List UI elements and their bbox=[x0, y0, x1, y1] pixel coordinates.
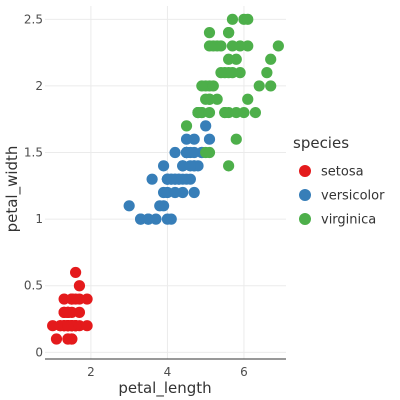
series-versicolor bbox=[123, 106, 216, 225]
data-point-versicolor bbox=[184, 173, 196, 185]
data-point-setosa bbox=[73, 280, 86, 292]
data-point-virginica bbox=[253, 80, 265, 92]
data-point-virginica bbox=[230, 106, 242, 119]
data-point-versicolor bbox=[123, 200, 135, 212]
data-point-versicolor bbox=[154, 200, 166, 212]
x-tick-label: 4 bbox=[164, 365, 172, 379]
data-points bbox=[47, 13, 284, 345]
data-point-virginica bbox=[223, 27, 235, 39]
data-point-setosa bbox=[50, 333, 63, 345]
data-point-versicolor bbox=[150, 213, 162, 225]
data-point-virginica bbox=[226, 40, 239, 52]
y-tick-label: 0.5 bbox=[24, 279, 43, 293]
data-point-setosa bbox=[66, 293, 78, 305]
data-point-virginica bbox=[203, 27, 216, 39]
series-virginica bbox=[180, 13, 284, 172]
x-tick-labels: 2 4 6 bbox=[87, 365, 248, 379]
data-point-virginica bbox=[226, 13, 239, 25]
data-point-versicolor bbox=[157, 160, 170, 172]
legend-key-versicolor bbox=[299, 189, 311, 201]
data-point-versicolor bbox=[161, 186, 174, 199]
data-point-virginica bbox=[215, 40, 227, 52]
data-point-versicolor bbox=[169, 146, 181, 159]
data-point-virginica bbox=[203, 106, 216, 119]
data-point-versicolor bbox=[173, 173, 185, 185]
data-point-versicolor bbox=[146, 173, 158, 185]
data-point-virginica bbox=[223, 67, 235, 79]
legend-key-setosa bbox=[299, 165, 311, 177]
data-point-versicolor bbox=[177, 186, 189, 199]
data-point-setosa bbox=[62, 320, 74, 332]
data-point-versicolor bbox=[192, 160, 204, 172]
data-point-virginica bbox=[207, 80, 219, 92]
data-point-virginica bbox=[230, 53, 242, 65]
y-tick-labels: 0 0.5 1 1.5 2 2.5 bbox=[24, 12, 43, 359]
data-point-virginica bbox=[215, 67, 227, 79]
data-point-setosa bbox=[47, 320, 59, 332]
data-point-virginica bbox=[234, 40, 246, 52]
data-point-virginica bbox=[265, 53, 277, 65]
data-point-virginica bbox=[230, 133, 242, 145]
data-point-virginica bbox=[192, 106, 204, 119]
y-axis-title: petal_width bbox=[3, 146, 22, 233]
data-point-versicolor bbox=[135, 213, 147, 225]
data-point-versicolor bbox=[177, 160, 189, 172]
data-point-virginica bbox=[238, 106, 250, 119]
data-point-versicolor bbox=[203, 133, 216, 145]
data-point-virginica bbox=[203, 146, 216, 159]
data-point-setosa bbox=[73, 306, 86, 318]
data-point-virginica bbox=[207, 40, 219, 52]
data-point-virginica bbox=[180, 120, 193, 132]
y-tick-label: 2 bbox=[35, 79, 43, 93]
data-point-versicolor bbox=[165, 173, 177, 185]
data-point-virginica bbox=[242, 13, 254, 25]
data-point-virginica bbox=[242, 40, 254, 52]
data-point-virginica bbox=[265, 80, 277, 92]
legend-label-virginica: virginica bbox=[321, 213, 376, 228]
y-tick-label: 1 bbox=[35, 212, 43, 226]
data-point-virginica bbox=[234, 67, 246, 79]
y-tick-label: 2.5 bbox=[24, 12, 43, 26]
data-point-virginica bbox=[242, 93, 254, 105]
data-point-virginica bbox=[261, 67, 273, 79]
legend-key-virginica bbox=[299, 213, 311, 225]
series-setosa bbox=[47, 266, 93, 345]
legend: species setosa versicolor virginica bbox=[293, 134, 385, 228]
data-point-versicolor bbox=[200, 120, 212, 132]
data-point-setosa bbox=[70, 266, 82, 279]
x-tick-label: 2 bbox=[87, 365, 95, 379]
data-point-virginica bbox=[223, 53, 235, 65]
data-point-setosa bbox=[62, 333, 74, 345]
data-point-versicolor bbox=[184, 160, 196, 172]
data-point-versicolor bbox=[165, 213, 177, 225]
data-point-setosa bbox=[81, 320, 93, 332]
legend-label-versicolor: versicolor bbox=[321, 189, 385, 204]
x-tick-label: 6 bbox=[240, 365, 248, 379]
data-point-virginica bbox=[219, 106, 231, 119]
data-point-versicolor bbox=[180, 133, 193, 145]
data-point-versicolor bbox=[188, 146, 200, 159]
data-point-versicolor bbox=[188, 133, 200, 145]
legend-label-setosa: setosa bbox=[321, 165, 364, 180]
x-axis-title: petal_length bbox=[118, 379, 211, 398]
data-point-virginica bbox=[272, 40, 284, 52]
data-point-setosa bbox=[58, 293, 70, 305]
data-point-virginica bbox=[196, 80, 208, 92]
y-tick-label: 1.5 bbox=[24, 146, 43, 160]
y-tick-label: 0 bbox=[35, 345, 43, 359]
data-point-virginica bbox=[200, 93, 212, 105]
legend-title: species bbox=[293, 134, 349, 152]
data-point-setosa bbox=[81, 293, 93, 305]
data-point-setosa bbox=[62, 306, 74, 318]
data-point-versicolor bbox=[169, 186, 181, 199]
data-point-versicolor bbox=[142, 213, 154, 225]
data-point-virginica bbox=[249, 106, 261, 119]
data-point-virginica bbox=[223, 160, 235, 172]
data-point-versicolor bbox=[180, 146, 193, 159]
data-point-virginica bbox=[211, 93, 223, 105]
data-point-versicolor bbox=[188, 186, 200, 199]
